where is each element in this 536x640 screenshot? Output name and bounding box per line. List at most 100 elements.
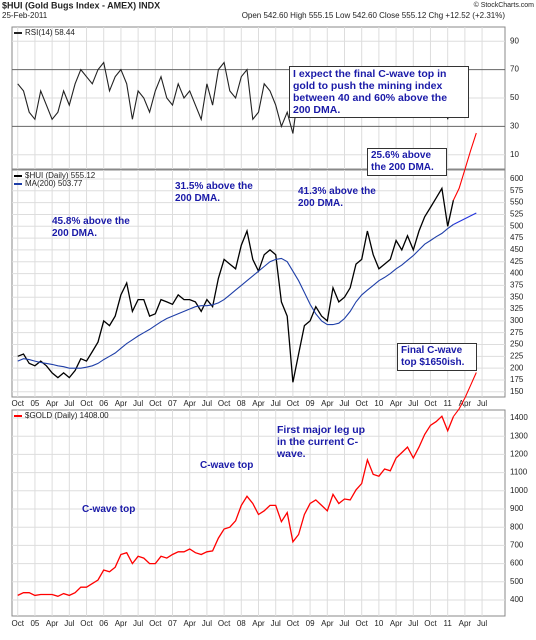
annotation: 41.3% above the 200 DMA. <box>298 186 376 209</box>
y-tick-label: 350 <box>510 292 524 301</box>
x-tick-label: Jul <box>408 399 418 408</box>
x-tick-label: Jul <box>339 399 349 408</box>
x-tick-label: Oct <box>218 399 231 408</box>
y-tick-label: 450 <box>510 245 524 254</box>
x-tick-label: Oct <box>149 619 162 628</box>
y-tick-label: 800 <box>510 522 524 531</box>
x-tick-label: Jul <box>64 619 74 628</box>
x-tick-label: 10 <box>374 399 383 408</box>
x-tick-label: 09 <box>306 619 315 628</box>
y-tick-label: 700 <box>510 541 524 550</box>
x-tick-label: 09 <box>306 399 315 408</box>
series-line <box>453 212 477 225</box>
y-tick-label: 30 <box>510 122 519 131</box>
y-tick-label: 300 <box>510 316 524 325</box>
header-credit: © StockCharts.com <box>474 1 535 9</box>
x-tick-label: Jul <box>477 399 487 408</box>
x-tick-label: 07 <box>168 399 177 408</box>
legend-label: RSI(14) 58.44 <box>25 28 75 37</box>
y-tick-label: 900 <box>510 504 524 513</box>
x-tick-label: 11 <box>444 399 453 408</box>
x-tick-label: 10 <box>374 619 383 628</box>
y-tick-label: 200 <box>510 363 524 372</box>
y-tick-label: 90 <box>510 36 519 45</box>
y-tick-label: 1100 <box>510 468 528 477</box>
x-tick-label: Oct <box>287 619 300 628</box>
annotation: 25.6% above the 200 DMA. <box>367 148 447 176</box>
y-tick-label: 525 <box>510 210 524 219</box>
x-tick-label: Jul <box>477 619 487 628</box>
x-tick-label: Apr <box>390 619 403 628</box>
series-line <box>17 415 455 597</box>
header-date: 25-Feb-2011 <box>2 11 48 20</box>
y-tick-label: 550 <box>510 198 524 207</box>
y-tick-label: 575 <box>510 186 524 195</box>
x-tick-label: Jul <box>202 399 212 408</box>
y-tick-label: 250 <box>510 340 524 349</box>
x-tick-label: Jul <box>133 619 143 628</box>
legend-label: $HUI (Daily) 555.12 <box>25 171 96 180</box>
y-tick-label: 325 <box>510 304 524 313</box>
x-tick-label: Oct <box>218 619 231 628</box>
x-tick-label: Apr <box>459 399 472 408</box>
x-tick-label: Oct <box>149 399 162 408</box>
x-tick-label: Oct <box>12 619 25 628</box>
x-tick-label: 07 <box>168 619 177 628</box>
series-line <box>17 186 455 383</box>
x-tick-label: Jul <box>133 399 143 408</box>
annotation: 31.5% above the 200 DMA. <box>175 181 253 204</box>
y-tick-label: 600 <box>510 559 524 568</box>
x-tick-label: Oct <box>12 399 25 408</box>
y-tick-label: 500 <box>510 577 524 586</box>
annotation: C-wave top <box>200 460 254 471</box>
x-tick-label: Apr <box>115 399 128 408</box>
x-tick-label: Apr <box>321 619 334 628</box>
x-tick-label: Apr <box>390 399 403 408</box>
series-line <box>452 372 477 417</box>
legend-label: $GOLD (Daily) 1408.00 <box>25 411 109 420</box>
x-tick-label: Oct <box>287 399 300 408</box>
x-tick-label: Apr <box>252 619 265 628</box>
x-tick-label: 11 <box>444 619 453 628</box>
y-tick-label: 1000 <box>510 486 528 495</box>
y-tick-label: 150 <box>510 387 524 396</box>
x-tick-label: Oct <box>80 619 93 628</box>
x-tick-label: Apr <box>183 619 196 628</box>
header-quote: Open 542.60 High 555.15 Low 542.60 Close… <box>242 11 506 20</box>
x-tick-label: Apr <box>459 619 472 628</box>
annotation: First major leg up in the current C-wave… <box>277 424 366 460</box>
x-tick-label: Apr <box>252 399 265 408</box>
x-tick-label: Apr <box>46 399 59 408</box>
y-tick-label: 1400 <box>510 413 528 422</box>
y-tick-label: 175 <box>510 375 524 384</box>
x-tick-label: Apr <box>46 619 59 628</box>
y-tick-label: 70 <box>510 65 519 74</box>
x-tick-label: 06 <box>99 619 108 628</box>
legend-label: MA(200) 503.77 <box>25 179 83 188</box>
series-line <box>452 132 477 201</box>
y-tick-label: 275 <box>510 328 524 337</box>
y-tick-label: 50 <box>510 93 519 102</box>
x-tick-label: Oct <box>355 619 368 628</box>
y-tick-label: 1300 <box>510 431 528 440</box>
x-tick-label: 06 <box>99 399 108 408</box>
x-tick-label: Apr <box>321 399 334 408</box>
y-tick-label: 1200 <box>510 450 528 459</box>
series-line <box>17 224 454 369</box>
y-tick-label: 400 <box>510 269 524 278</box>
y-tick-label: 400 <box>510 595 524 604</box>
x-tick-label: Oct <box>355 399 368 408</box>
annotation: 45.8% above the 200 DMA. <box>52 216 130 239</box>
x-tick-label: Oct <box>80 399 93 408</box>
x-tick-label: 05 <box>30 619 39 628</box>
annotation: Final C-wave top $1650ish. <box>397 343 477 371</box>
x-tick-label: Jul <box>64 399 74 408</box>
y-tick-label: 225 <box>510 351 524 360</box>
x-tick-label: Jul <box>408 619 418 628</box>
x-tick-label: Oct <box>424 619 437 628</box>
x-tick-label: Jul <box>202 619 212 628</box>
x-tick-label: 05 <box>30 399 39 408</box>
y-tick-label: 10 <box>510 150 519 159</box>
